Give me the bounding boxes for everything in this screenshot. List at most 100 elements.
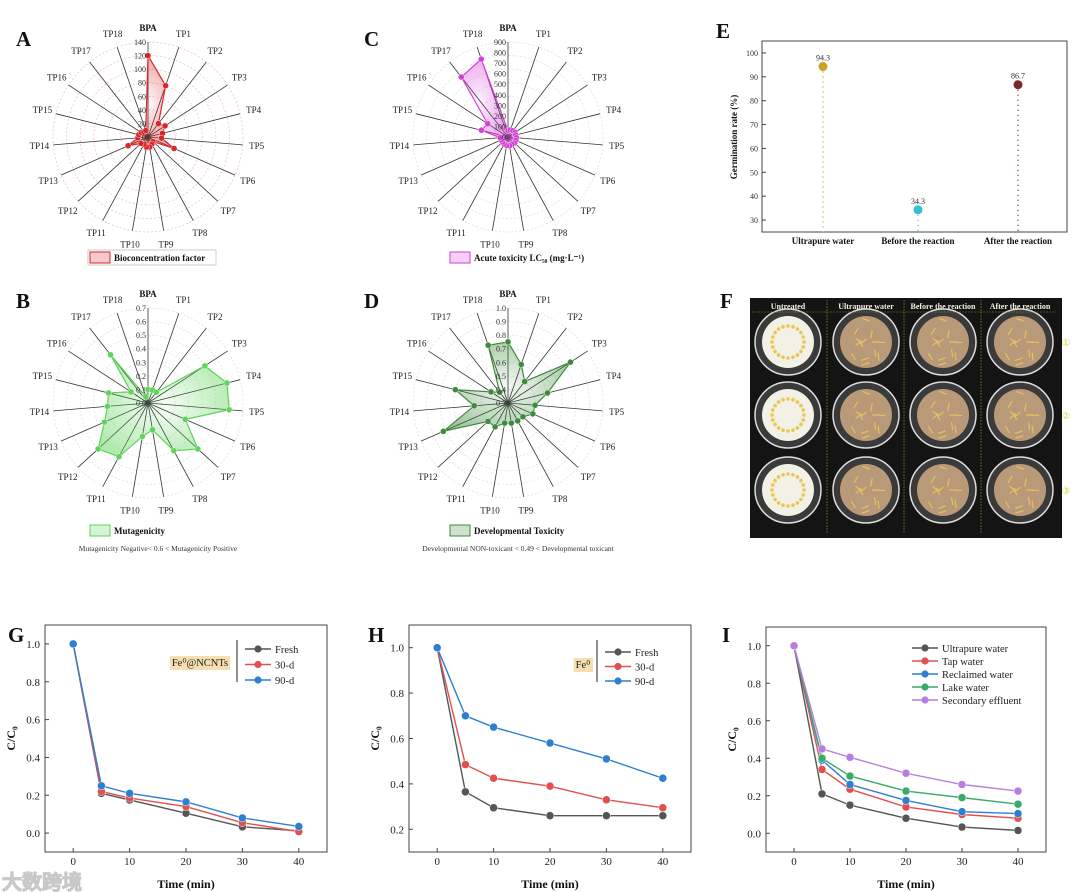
sprout [1007,475,1013,484]
axis-label: TP14 [30,141,50,151]
radar-point [531,402,539,409]
radar-tick-label: 0.2 [136,372,146,381]
radar-tick-label: 40 [138,106,146,115]
radar-point [484,120,491,127]
radar-point [484,418,492,425]
radar-point [139,433,146,440]
sprout [861,510,870,514]
axis-label: TP13 [398,442,418,452]
seed [801,483,806,487]
sprout [1024,330,1027,339]
legend-label: Lake water [942,683,989,694]
axis-label: TP18 [463,295,483,305]
series-line-90-d [72,643,299,828]
legend-marker [921,683,929,691]
data-point [901,769,911,778]
replicate-label: ② [1062,411,1071,422]
data-point [461,760,470,769]
radar-point [529,410,537,418]
radar-point [484,342,492,349]
radar-tick-label: 0.4 [136,345,146,354]
sprout [853,327,859,336]
axis-label: TP14 [30,407,50,417]
radar-point [105,389,112,397]
replicate-label: ① [1062,338,1071,349]
radar-tick-label: 0.6 [136,318,146,327]
sprout [870,330,873,339]
radar-point [501,419,508,427]
grid-circle [466,361,550,445]
x-category-label: Before the reaction [881,236,954,246]
sprout [1012,487,1018,496]
sprout [1015,362,1024,366]
sprout [935,487,941,496]
radar-point [225,406,233,413]
axis-label: TP17 [71,312,91,322]
data-point [461,787,470,797]
legend-marker [614,648,622,656]
sprout [1009,413,1017,419]
seed [770,493,775,497]
y-axis-label: C/C₀ [4,726,18,751]
sprout [1016,465,1025,470]
y-tick-label: 0.6 [390,734,404,746]
seed [786,472,790,476]
seed [801,418,806,422]
seed [781,428,785,433]
radar-point [94,445,102,453]
axis-label: TP18 [103,29,123,39]
radar-tick-label: 100 [134,65,146,74]
radar-tick-label: 0.6 [496,358,506,367]
y-tick-label: 70 [750,121,758,130]
seed [773,497,777,502]
radar-axis [507,47,540,138]
axis-label: TP17 [71,46,91,56]
sprout [860,357,869,362]
data-point [125,789,134,798]
seed [801,493,806,497]
y-tick-label: 0.4 [390,779,404,791]
sprout [930,400,936,409]
radar-axis [68,84,149,138]
legend-label: Reclaimed water [942,670,1013,681]
axis-label: TP11 [87,494,106,504]
x-tick-label: 0 [434,856,440,868]
radar-axis [131,136,149,231]
axis-label: TP7 [221,206,237,216]
sprout [1027,421,1031,431]
axis-label: BPA [139,23,157,33]
seed [776,426,781,430]
axis-label: TP9 [518,506,534,516]
data-point [545,738,555,748]
sprout [1027,348,1031,358]
radar-point [487,388,495,396]
series-line-30-d [436,647,663,809]
legend-label: Tap water [942,657,984,668]
sprout [1012,412,1018,421]
sprout [850,352,856,361]
data-point [845,780,855,789]
seed [770,408,775,412]
radar-point [182,416,189,423]
axis-label: TP6 [240,442,256,452]
data-point [238,813,247,823]
x-tick-label: 20 [901,856,913,868]
seed [770,418,775,422]
data-point [901,786,911,796]
panel-label-e: E [716,19,730,43]
x-category-label: Ultrapure water [792,236,855,246]
sprout [1031,352,1034,361]
data-point [789,641,799,650]
sprout [939,317,948,322]
radar-tick-label: 120 [134,52,146,61]
radar-tick-label: 200 [494,112,506,121]
seed [776,353,781,357]
x-tick-label: 10 [488,856,500,868]
grid-circle [480,109,536,165]
axis-label: TP3 [592,72,608,82]
seed [799,349,803,354]
sprout [862,390,871,395]
material-annotation: Fe⁰@NCNTs [172,657,228,669]
y-tick-label: 1.0 [390,643,404,655]
filter-paper [762,464,814,516]
